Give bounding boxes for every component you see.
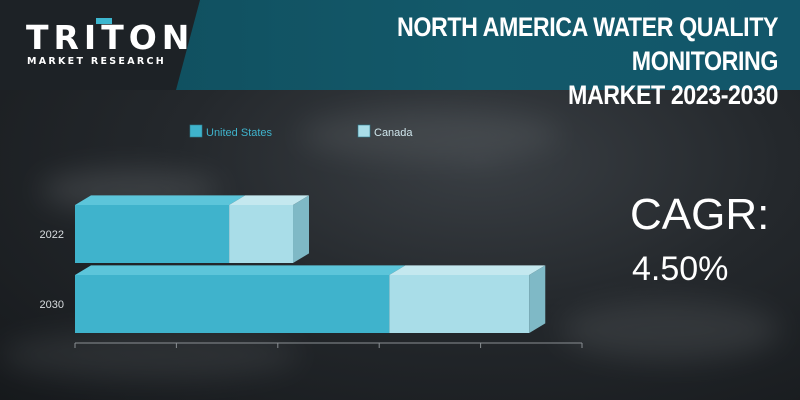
bar-2030-canada: [389, 275, 530, 333]
bar-2022-canada: [229, 205, 294, 263]
logo-name: TRITON: [26, 18, 195, 57]
title-line-1: NORTH AMERICA WATER QUALITY MONITORING: [397, 12, 778, 76]
legend-label-1: Canada: [374, 127, 413, 139]
bar-2030-united-states: [75, 275, 390, 333]
background-texture: [300, 110, 560, 160]
stacked-bar-chart: United States Canada 2022 2030: [40, 124, 583, 348]
title-line-2: MARKET 2023-2030: [568, 80, 778, 110]
background-texture: [0, 330, 300, 380]
bar-side-2022: [293, 195, 310, 263]
bar-top-2022-1: [229, 195, 310, 205]
logo: TRITON MARKET RESEARCH: [0, 0, 200, 90]
bar-top-2030-1: [389, 265, 546, 275]
cagr-value: 4.50%: [632, 250, 729, 288]
background-texture: [560, 300, 780, 360]
bar-top-2022-0: [75, 195, 246, 205]
page-title: NORTH AMERICA WATER QUALITY MONITORING M…: [296, 10, 778, 112]
cagr-label: CAGR:: [630, 190, 770, 239]
header-banner: TRITON MARKET RESEARCH NORTH AMERICA WAT…: [0, 0, 800, 110]
logo-tagline: MARKET RESEARCH: [27, 56, 166, 67]
bar-2022-united-states: [75, 205, 230, 263]
legend-swatch-1: [357, 124, 371, 138]
y-tick-label-2022: 2022: [40, 229, 64, 241]
legend-swatch-0: [189, 124, 203, 138]
bar-side-2030: [529, 265, 546, 333]
legend-label-0: United States: [206, 127, 273, 139]
logo-accent-icon: [96, 18, 112, 24]
y-tick-label-2030: 2030: [40, 299, 64, 311]
bar-top-2030-0: [75, 265, 406, 275]
